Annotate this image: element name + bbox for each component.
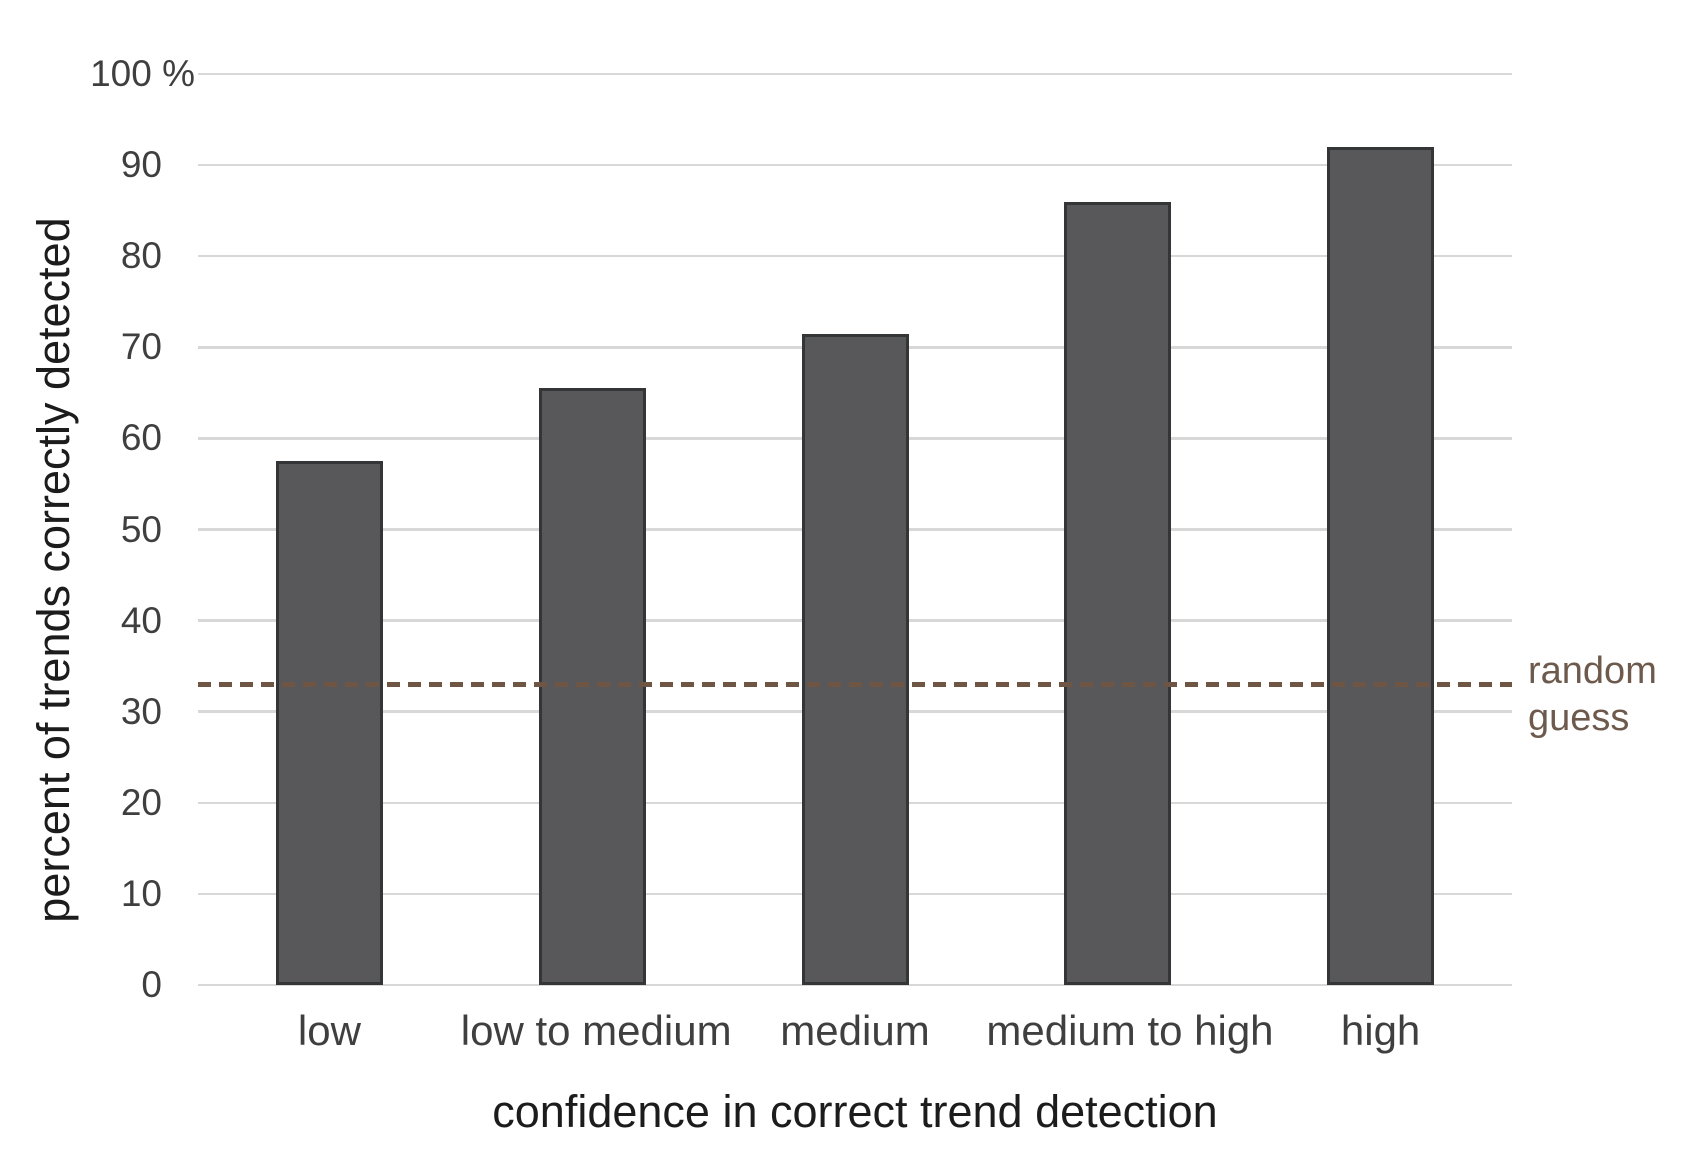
y-tick-label: 20	[120, 781, 162, 823]
x-axis-title: confidence in correct trend detection	[492, 1086, 1218, 1137]
x-category-label: high	[1340, 1007, 1421, 1054]
bar-medium	[801, 333, 909, 985]
y-tick-label: 10	[120, 872, 162, 914]
x-category-label: low to medium	[460, 1007, 732, 1054]
y-tick-label: 70	[120, 326, 162, 368]
x-category-label: medium to high	[986, 1007, 1274, 1054]
gridline	[198, 254, 1512, 258]
y-tick-label: 100 %	[90, 53, 195, 94]
x-category-label: low	[297, 1007, 361, 1054]
y-tick-label: 30	[120, 690, 162, 732]
y-tick-label: 40	[120, 599, 162, 641]
random-guess-line	[198, 681, 1512, 687]
y-tick-label: 0	[141, 964, 162, 1005]
gridline	[198, 983, 1512, 987]
y-tick-label: 80	[120, 235, 162, 277]
y-tick-label: 50	[120, 508, 162, 550]
random-guess-label-line2: guess	[1528, 697, 1630, 740]
random-guess-label-line1: random	[1528, 650, 1657, 693]
y-tick-label: 90	[120, 144, 162, 186]
y-axis-title: percent of trends correctly detected	[28, 217, 79, 923]
y-tick-label: 60	[120, 417, 162, 459]
gridline	[198, 163, 1512, 167]
gridline	[198, 72, 1512, 76]
random-guess-label: random guess	[1528, 648, 1657, 742]
x-category-label: medium	[780, 1007, 930, 1054]
bar-high	[1327, 146, 1435, 985]
bar-medium-to-high	[1064, 201, 1172, 985]
bar-low	[275, 461, 383, 985]
